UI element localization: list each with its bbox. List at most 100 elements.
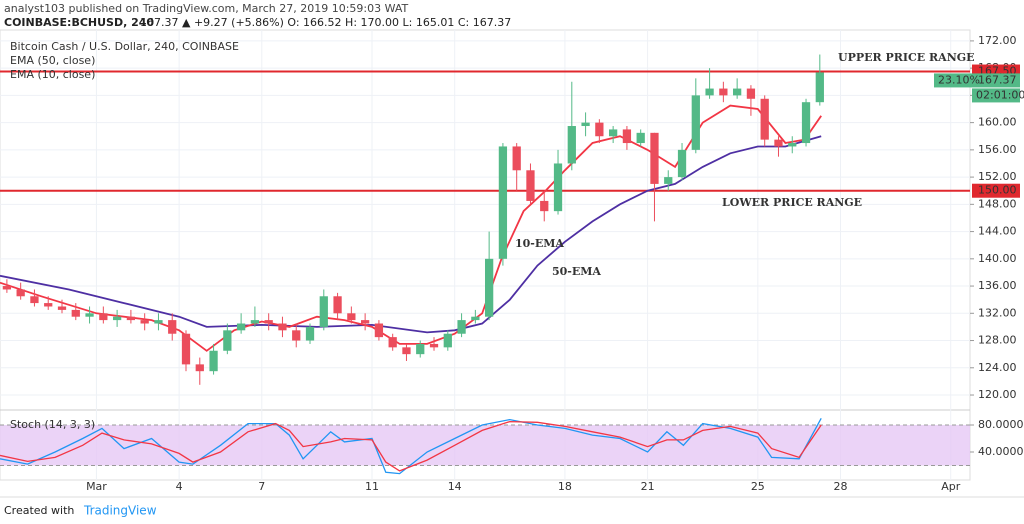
candle-body xyxy=(760,98,769,140)
candle-body xyxy=(553,163,563,212)
plot-frame xyxy=(0,29,971,481)
candle-body xyxy=(719,88,728,96)
candle-body xyxy=(305,326,315,341)
plot-layer: 120.00 124.00 128.00 132.00 136.00 140.00 144.… xyxy=(0,30,1024,493)
candle-body xyxy=(236,323,246,331)
candle-body xyxy=(457,320,466,334)
candle-body xyxy=(650,132,659,184)
x-tick-label: 4 xyxy=(176,480,183,493)
stoch-band xyxy=(0,425,970,466)
candle-body xyxy=(347,313,356,321)
y-tick-label: 172.00 xyxy=(978,34,1017,47)
countdown: 02:01:00 xyxy=(976,88,1024,101)
y-tick-label: 120.00 xyxy=(978,388,1017,401)
candle-body xyxy=(567,126,576,164)
annotation: 50-EMA xyxy=(552,265,601,278)
x-tick-label: Mar xyxy=(86,480,107,493)
quote: 167.37 ▲ +9.27 (+5.86%) O: 166.52 H: 170… xyxy=(140,16,511,29)
candle-body xyxy=(512,146,521,171)
annotation: UPPER PRICE RANGE xyxy=(838,51,975,64)
last-price-label: 167.37 xyxy=(978,73,1017,86)
candle-body xyxy=(485,258,494,317)
annotation: 10-EMA xyxy=(515,237,564,250)
x-tick-label: 25 xyxy=(751,480,765,493)
candle-body xyxy=(691,95,700,150)
candle-body xyxy=(99,313,108,321)
candle-body xyxy=(664,177,673,184)
x-tick-label: 18 xyxy=(558,480,572,493)
candle-body xyxy=(595,122,604,137)
candle-body xyxy=(112,316,122,321)
candle-body xyxy=(2,286,12,290)
y-tick-label: 124.00 xyxy=(978,361,1017,374)
y-tick-label: 156.00 xyxy=(978,143,1017,156)
candle-body xyxy=(292,330,301,341)
y-tick-label: 160.00 xyxy=(978,116,1017,129)
x-tick-label: 21 xyxy=(641,480,655,493)
candle-body xyxy=(622,129,632,144)
annotation: LOWER PRICE RANGE xyxy=(722,196,862,209)
candle-body xyxy=(223,330,232,351)
candle-body xyxy=(168,320,177,334)
candle-body xyxy=(57,306,67,310)
stoch-label: Stoch (14, 3, 3) xyxy=(10,418,95,431)
stoch-tick-label: 40.0000 xyxy=(978,445,1024,458)
candle-body xyxy=(733,88,742,96)
candle-body xyxy=(815,72,824,103)
range-tag-label: 150.00 xyxy=(978,184,1017,197)
countdown-bg xyxy=(972,88,1020,103)
candle-body xyxy=(140,320,149,324)
y-tick-label: 136.00 xyxy=(978,279,1017,292)
candle-body xyxy=(471,316,480,321)
legend-symbol: Bitcoin Cash / U.S. Dollar, 240, COINBAS… xyxy=(10,40,239,53)
last-price-tag xyxy=(972,73,1020,88)
ema-line xyxy=(0,104,822,352)
candle-body xyxy=(774,139,783,147)
footer-brand: TradingView xyxy=(83,504,157,518)
candle-body xyxy=(429,343,439,348)
y-tick-label: 132.00 xyxy=(978,306,1017,319)
x-tick-label: 28 xyxy=(833,480,847,493)
candle-body xyxy=(30,296,39,304)
candle-body xyxy=(209,350,218,372)
y-tick-label: 152.00 xyxy=(978,170,1017,183)
candle-body xyxy=(278,323,287,331)
x-tick-label: 7 xyxy=(258,480,265,493)
candle-body xyxy=(788,143,797,147)
candle-body xyxy=(498,146,508,259)
stoch-line xyxy=(0,417,822,475)
range-tag xyxy=(972,183,1020,198)
candle-body xyxy=(319,296,328,327)
candle-body xyxy=(374,323,384,338)
candle-body xyxy=(705,88,714,96)
candle-body xyxy=(44,303,53,307)
x-tick-label: Apr xyxy=(941,480,961,493)
candle-body xyxy=(581,122,590,127)
candle-body xyxy=(126,316,136,321)
candle-body xyxy=(677,149,687,178)
candle-body xyxy=(443,333,452,348)
candle-body xyxy=(16,289,25,297)
candle-body xyxy=(746,88,756,99)
candle-body xyxy=(526,170,535,201)
x-tick-label: 14 xyxy=(448,480,462,493)
candle-body xyxy=(333,296,342,314)
candle-body xyxy=(250,320,260,324)
legend-entry: EMA (10, close) xyxy=(10,68,95,81)
change-tag-bg xyxy=(934,73,972,88)
symbol: COINBASE:BCHUSD, 240 xyxy=(4,16,154,29)
published: analyst103 published on TradingView.com,… xyxy=(4,2,409,15)
y-tick-label: 128.00 xyxy=(978,334,1017,347)
y-tick-label: 144.00 xyxy=(978,225,1017,238)
candle-body xyxy=(609,129,618,137)
candle-body xyxy=(264,320,273,324)
stoch-tick-label: 80.0000 xyxy=(978,418,1024,431)
candle-body xyxy=(636,132,645,144)
candle-body xyxy=(416,343,425,355)
candle-body xyxy=(388,337,397,348)
candle-body xyxy=(195,364,204,372)
candle-body xyxy=(154,320,163,324)
candle-body xyxy=(71,309,80,317)
candle-body xyxy=(181,333,191,365)
